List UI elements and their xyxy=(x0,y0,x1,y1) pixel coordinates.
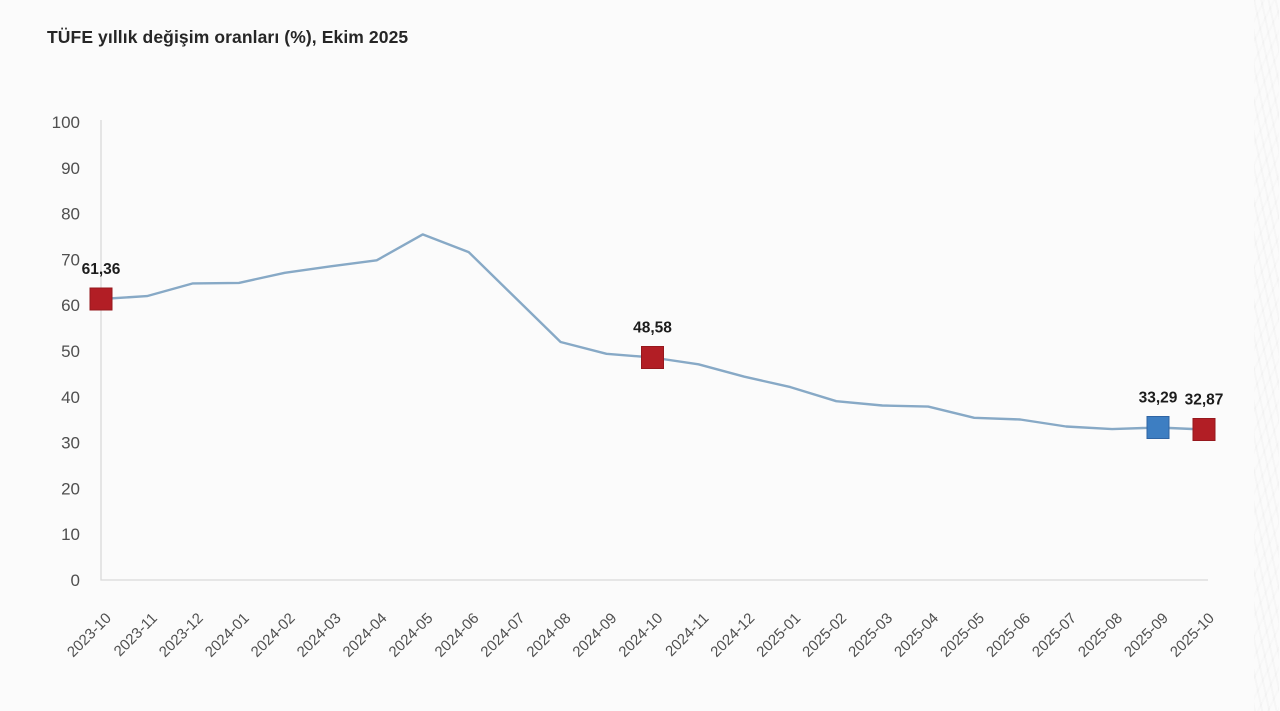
y-tick-label: 60 xyxy=(61,296,80,315)
y-tick-label: 0 xyxy=(71,571,80,590)
y-tick-label: 70 xyxy=(61,250,80,269)
x-tick-label: 2024-10 xyxy=(615,610,666,661)
x-tick-label: 2023-12 xyxy=(156,610,207,661)
y-tick-label: 50 xyxy=(61,342,80,361)
x-tick-label: 2025-06 xyxy=(983,610,1034,661)
x-tick-label: 2025-04 xyxy=(891,610,942,661)
point-value-label: 61,36 xyxy=(82,261,121,278)
x-tick-label: 2025-02 xyxy=(799,610,850,661)
highlight-marker-2023-10 xyxy=(89,287,113,311)
x-tick-label: 2025-05 xyxy=(937,610,988,661)
x-tick-label: 2024-07 xyxy=(477,610,528,661)
y-tick-label: 30 xyxy=(61,434,80,453)
axis-lines xyxy=(100,120,1208,581)
y-tick-label: 100 xyxy=(52,113,80,132)
highlight-marker-2025-09 xyxy=(1146,416,1170,439)
x-tick-label: 2024-09 xyxy=(569,610,620,661)
point-value-label: 33,29 xyxy=(1139,390,1178,407)
x-tick-label: 2024-01 xyxy=(202,610,253,661)
y-tick-label: 40 xyxy=(61,388,80,407)
y-tick-label: 20 xyxy=(61,479,80,498)
x-tick-label: 2024-08 xyxy=(523,610,574,661)
x-tick-label: 2025-01 xyxy=(753,610,804,661)
watermark-strip xyxy=(1254,0,1279,711)
highlight-marker-2025-10 xyxy=(1192,418,1216,441)
highlight-marker-2024-10 xyxy=(641,346,664,369)
x-tick-label: 2025-09 xyxy=(1121,610,1172,661)
point-value-label: 48,58 xyxy=(633,320,672,337)
x-tick-label: 2025-03 xyxy=(845,610,896,661)
point-value-label: 32,87 xyxy=(1185,392,1224,409)
x-tick-label: 2024-04 xyxy=(340,610,391,661)
y-tick-label: 90 xyxy=(61,159,80,178)
x-tick-label: 2024-11 xyxy=(662,610,712,660)
chart-title: TÜFE yıllık değişim oranları (%), Ekim 2… xyxy=(47,27,409,47)
x-tick-label: 2025-10 xyxy=(1167,610,1218,661)
x-tick-label: 2024-03 xyxy=(294,610,345,661)
x-tick-label: 2025-08 xyxy=(1075,610,1126,661)
x-tick-label: 2023-10 xyxy=(64,610,115,661)
x-tick-label: 2023-11 xyxy=(111,610,161,660)
x-tick-label: 2024-06 xyxy=(432,610,483,661)
x-tick-label: 2024-12 xyxy=(707,610,758,661)
x-tick-label: 2025-07 xyxy=(1029,610,1080,661)
y-tick-label: 10 xyxy=(61,525,80,544)
y-tick-label: 80 xyxy=(61,205,80,224)
x-tick-label: 2024-02 xyxy=(248,610,299,661)
x-tick-label: 2024-05 xyxy=(386,610,437,661)
